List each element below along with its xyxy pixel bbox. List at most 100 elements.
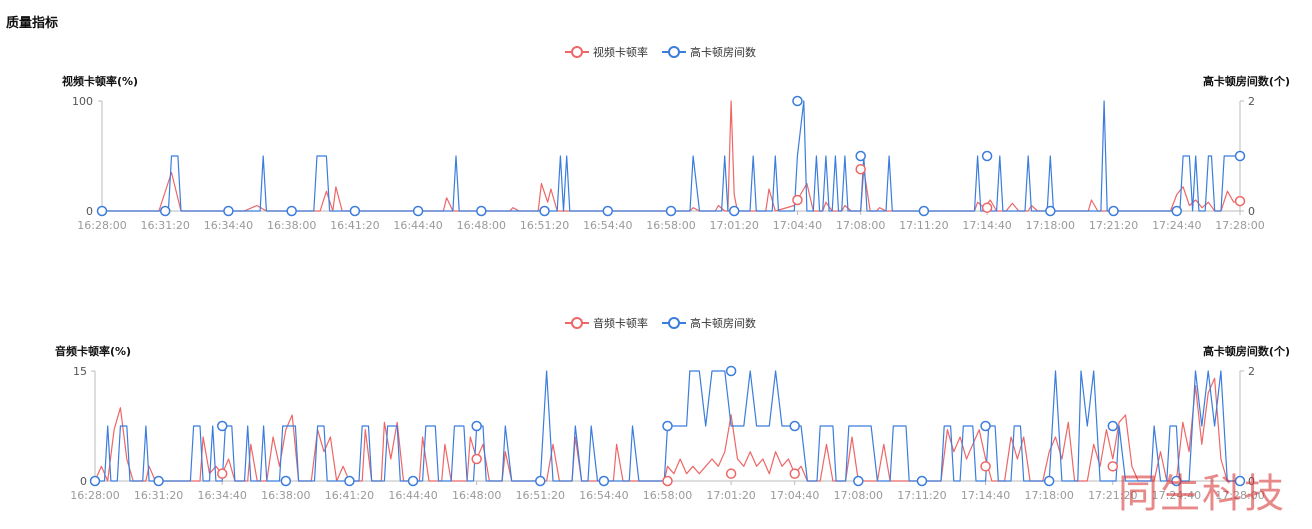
series-marker-1 [981, 150, 993, 162]
series-marker-1 [662, 420, 673, 432]
series-marker-1 [216, 420, 228, 432]
y-axis-left-title: 音频卡顿率(%) [55, 345, 132, 358]
series-line-0 [94, 377, 1240, 482]
x-tick-label: 17:21:20 [1088, 489, 1137, 502]
x-tick-label: 16:48:00 [457, 219, 506, 232]
x-tick-label: 16:48:00 [452, 489, 501, 502]
x-tick-label: 16:41:20 [325, 489, 374, 502]
y-tick-label-left: 15 [73, 365, 87, 378]
series-marker-1 [918, 205, 930, 217]
series-marker-1 [539, 205, 550, 217]
series-marker-1 [602, 205, 614, 217]
series-marker-0 [855, 163, 866, 175]
series-marker-1 [792, 95, 803, 107]
series-marker-1 [349, 205, 361, 217]
series-marker-0 [789, 468, 800, 479]
series-marker-1 [407, 475, 419, 487]
x-tick-label: 17:11:20 [897, 489, 946, 502]
series-marker-1 [89, 475, 101, 487]
series-marker-1 [1171, 205, 1183, 217]
series-marker-1 [855, 150, 866, 162]
x-tick-label: 16:28:00 [77, 219, 126, 232]
x-tick-label: 17:11:20 [899, 219, 948, 232]
x-tick-label: 16:31:20 [134, 489, 183, 502]
legend-item-high-stall-rooms[interactable]: 高卡顿房间数 [662, 315, 756, 331]
x-tick-label: 16:44:40 [388, 489, 437, 502]
legend-label: 高卡顿房间数 [690, 317, 756, 330]
series-marker-0 [792, 194, 803, 206]
y-tick-label-right: 0 [1248, 205, 1255, 218]
series-marker-0 [471, 453, 482, 465]
x-tick-label: 17:01:20 [706, 489, 755, 502]
x-tick-label: 16:54:40 [579, 489, 628, 502]
series-marker-0 [981, 202, 993, 213]
series-marker-1 [725, 365, 737, 377]
legend-marker-icon [662, 46, 686, 58]
x-tick-label: 17:28:00 [1215, 219, 1264, 232]
series-marker-1 [153, 475, 164, 487]
x-tick-label: 16:31:20 [141, 219, 190, 232]
series-marker-1 [853, 475, 864, 487]
x-tick-label: 16:51:20 [516, 489, 565, 502]
x-tick-label: 17:01:20 [710, 219, 759, 232]
series-marker-1 [471, 420, 482, 432]
series-marker-1 [476, 205, 487, 217]
x-tick-label: 17:04:40 [770, 489, 819, 502]
legend-item-high-stall-rooms[interactable]: 高卡顿房间数 [662, 44, 756, 60]
series-marker-1 [1107, 420, 1119, 432]
x-tick-label: 17:08:00 [836, 219, 885, 232]
y-tick-label-right: 0 [1248, 475, 1255, 488]
series-marker-1 [598, 475, 610, 487]
series-marker-0 [216, 468, 228, 479]
x-tick-label: 17:14:40 [961, 489, 1010, 502]
video-stall-chart: 视频卡顿率 高卡顿房间数 视频卡顿率(%) 高卡顿房间数(个) 100 0 2 0 16… [0, 0, 1312, 260]
x-tick-label: 16:38:00 [261, 489, 310, 502]
x-tick-label: 17:14:40 [962, 219, 1011, 232]
series-marker-0 [1234, 195, 1246, 207]
series-marker-0 [1107, 461, 1119, 472]
series-marker-1 [1234, 475, 1246, 487]
x-tick-label: 17:08:00 [834, 489, 883, 502]
x-tick-label: 17:18:00 [1024, 489, 1073, 502]
legend-marker-icon [565, 46, 589, 58]
x-tick-label: 16:51:20 [520, 219, 569, 232]
series-marker-1 [535, 475, 546, 487]
legend-item-audio-stall-rate[interactable]: 音频卡顿率 [565, 315, 648, 331]
x-tick-label: 16:34:40 [204, 219, 253, 232]
series-marker-1 [1108, 205, 1119, 217]
y-axis-left-title: 视频卡顿率(%) [62, 75, 139, 88]
series-marker-0 [725, 468, 737, 479]
series-marker-1 [412, 205, 424, 217]
x-tick-label: 17:28:00 [1215, 489, 1264, 502]
series-marker-1 [789, 420, 800, 432]
series-marker-1 [665, 205, 677, 217]
series-marker-1 [916, 475, 928, 487]
series-marker-1 [1043, 475, 1055, 487]
series-marker-1 [286, 205, 297, 217]
y-axis-right-title: 高卡顿房间数(个) [1202, 75, 1290, 88]
legend-label: 视频卡顿率 [593, 46, 648, 59]
x-tick-label: 16:28:00 [70, 489, 119, 502]
series-marker-1 [159, 205, 171, 217]
y-tick-label-left: 0 [86, 205, 93, 218]
x-tick-label: 16:34:40 [198, 489, 247, 502]
series-marker-1 [1171, 475, 1182, 487]
x-tick-label: 17:21:20 [1089, 219, 1138, 232]
series-line-1 [102, 100, 1240, 212]
legend-marker-icon [662, 317, 686, 329]
series-marker-0 [662, 475, 673, 487]
x-tick-label: 17:24:40 [1152, 489, 1201, 502]
y-tick-label-right: 2 [1248, 365, 1255, 378]
series-marker-1 [1234, 150, 1246, 162]
series-line-1 [95, 370, 1240, 482]
series-marker-1 [96, 205, 108, 217]
legend-label: 高卡顿房间数 [690, 46, 756, 59]
x-tick-label: 16:41:20 [330, 219, 379, 232]
chart-legend: 音频卡顿率 高卡顿房间数 [565, 315, 756, 331]
series-marker-1 [280, 475, 292, 487]
series-marker-1 [1045, 205, 1056, 217]
legend-item-video-stall-rate[interactable]: 视频卡顿率 [565, 44, 648, 60]
